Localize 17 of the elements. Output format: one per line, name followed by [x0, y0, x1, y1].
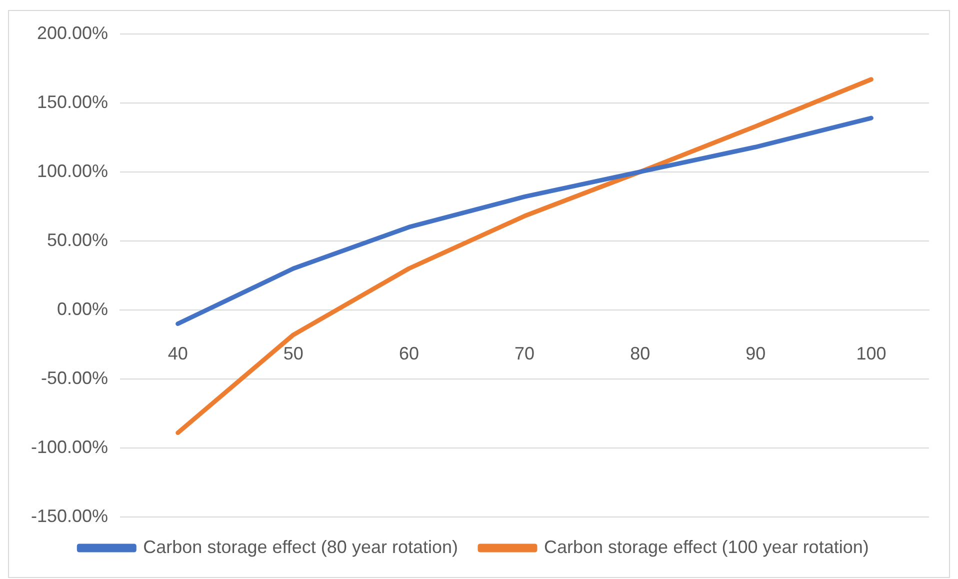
- x-tick-label: 40: [168, 344, 188, 364]
- y-tick-label: -150.00%: [30, 506, 108, 526]
- y-tick-label: -100.00%: [30, 436, 108, 457]
- y-tick-label: 200.00%: [36, 22, 108, 43]
- y-tick-label: 150.00%: [36, 92, 108, 112]
- x-tick-label: 70: [514, 344, 535, 364]
- legend-label: Carbon storage effect (100 year rotation): [544, 536, 869, 557]
- legend-label: Carbon storage effect (80 year rotation): [143, 536, 458, 557]
- x-tick-label: 60: [398, 344, 419, 364]
- y-tick-label: -50.00%: [41, 368, 108, 388]
- y-tick-label: 50.00%: [46, 230, 108, 250]
- y-tick-label: 100.00%: [36, 160, 108, 181]
- x-tick-label: 50: [283, 344, 304, 364]
- x-tick-label: 80: [630, 344, 650, 364]
- x-tick-label: 90: [746, 344, 766, 364]
- y-tick-label: 0.00%: [57, 298, 108, 319]
- x-tick-label: 100: [856, 344, 886, 364]
